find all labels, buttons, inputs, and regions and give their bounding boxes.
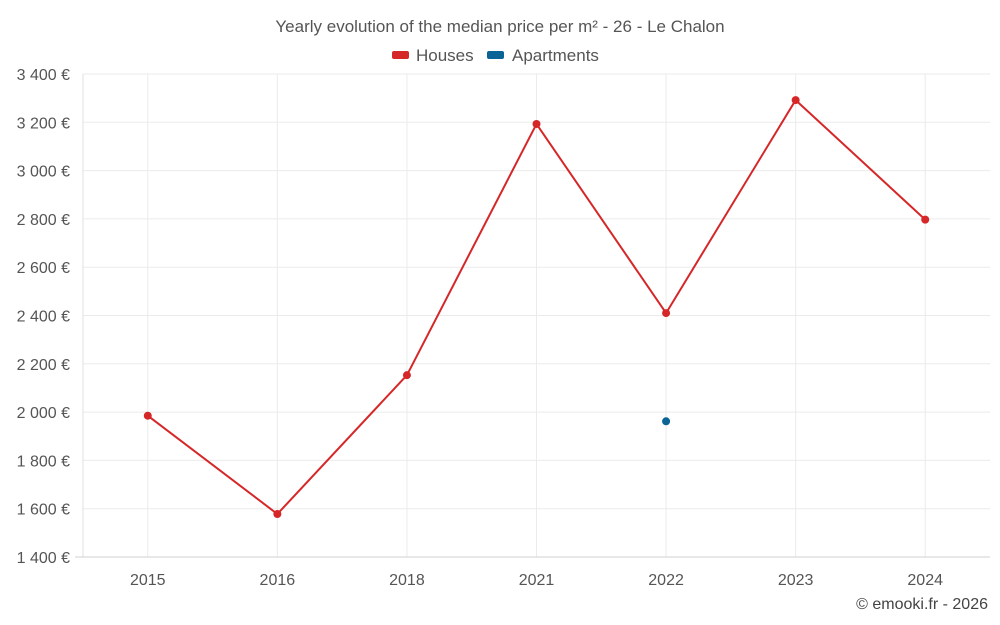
x-tick-label: 2018: [389, 572, 425, 589]
data-point-houses-2015: [143, 411, 152, 420]
legend-swatch-houses: [392, 51, 409, 59]
y-tick-label: 3 200 €: [17, 115, 70, 132]
data-point-houses-2024: [921, 215, 930, 224]
y-tick-label: 2 000 €: [17, 405, 70, 422]
y-tick-label: 2 600 €: [17, 260, 70, 277]
y-tick-label: 2 400 €: [17, 309, 70, 326]
axes: 1 400 € 1 600 € 1 800 € 2 000 € 2 200 € 2 400…: [17, 67, 990, 589]
x-tick-label: 2021: [519, 572, 555, 589]
y-tick-label: 1 600 €: [17, 502, 70, 519]
y-tick-label: 3 000 €: [17, 164, 70, 181]
data-point-houses-2018: [402, 371, 411, 380]
legend: Houses Apartments: [392, 46, 599, 65]
y-tick-label: 3 400 €: [17, 67, 70, 84]
data-point-apartments-2022: [662, 417, 671, 426]
legend-item-houses[interactable]: Houses: [392, 46, 474, 65]
legend-label-houses: Houses: [416, 46, 474, 65]
grid: [83, 73, 990, 558]
x-tick-label: 2023: [778, 572, 814, 589]
x-tick-label: 2022: [648, 572, 684, 589]
legend-item-apartments[interactable]: Apartments: [487, 46, 599, 65]
y-tick-label: 1 800 €: [17, 453, 70, 470]
data-point-houses-2022: [662, 309, 671, 318]
chart-title: Yearly evolution of the median price per…: [275, 17, 724, 36]
legend-label-apartments: Apartments: [512, 46, 599, 65]
x-tick-label: 2015: [130, 572, 166, 589]
series: [143, 96, 930, 519]
data-point-houses-2016: [273, 510, 282, 519]
y-tick-label: 2 800 €: [17, 212, 70, 229]
legend-swatch-apartments: [487, 51, 504, 59]
data-point-houses-2021: [532, 119, 541, 128]
x-tick-label: 2016: [260, 572, 296, 589]
x-tick-label: 2024: [907, 572, 943, 589]
y-tick-label: 2 200 €: [17, 357, 70, 374]
y-tick-label: 1 400 €: [17, 550, 70, 567]
credit-text: © emooki.fr - 2026: [856, 596, 988, 613]
data-point-houses-2023: [791, 96, 800, 105]
